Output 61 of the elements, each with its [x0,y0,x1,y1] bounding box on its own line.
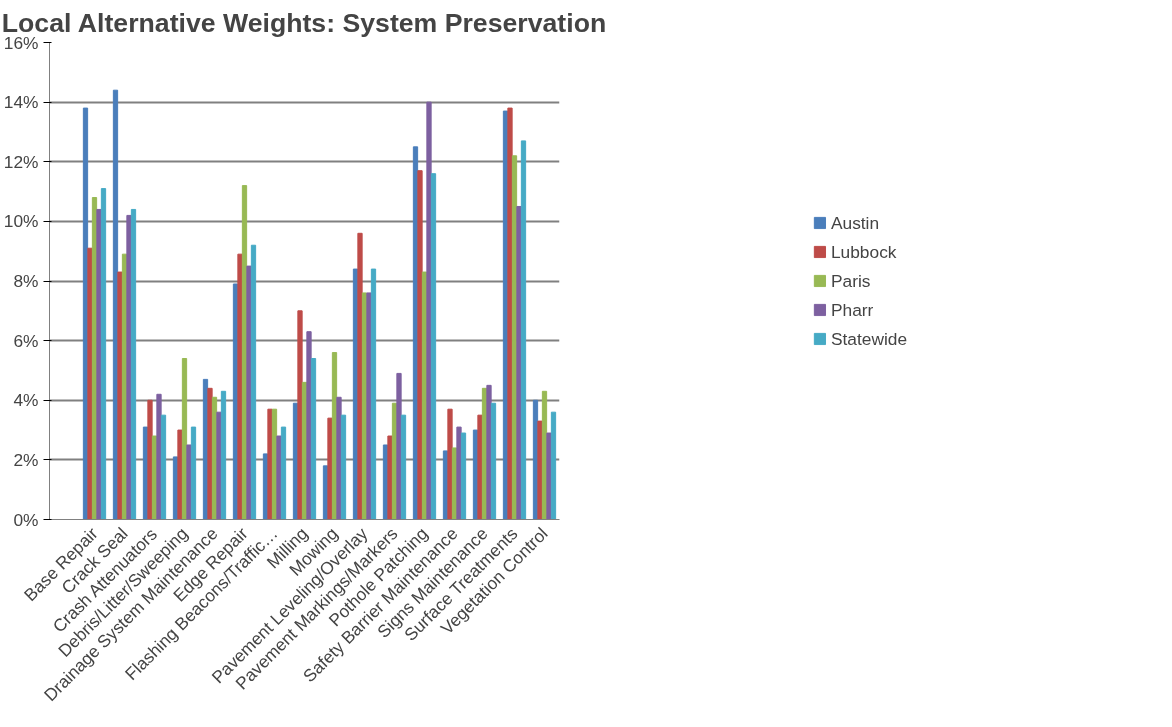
bar [126,214,132,520]
bar [87,247,93,520]
bar [117,271,123,520]
legend-label: Statewide [830,328,908,349]
bar [190,426,197,520]
bar [486,384,492,520]
bar [276,435,282,520]
bar [267,408,273,520]
bar [156,393,162,520]
bar [250,244,257,520]
bar [297,310,303,520]
y-tick-label: 0% [13,509,39,530]
bar [327,417,333,520]
bar [550,411,557,520]
bar [220,390,227,520]
bar [447,408,453,520]
y-tick-label: 12% [3,151,39,172]
legend-label: Austin [830,212,880,233]
bar [96,208,102,520]
bar [340,414,347,520]
bar [310,358,317,520]
y-tick-label: 14% [3,92,39,113]
bar [237,253,243,520]
legend-label: Pharr [830,299,874,320]
bar [160,414,167,520]
bar [216,411,222,520]
bar [177,429,183,520]
bar [417,170,423,520]
y-tick-label: 10% [3,211,39,232]
bar [460,432,467,520]
legend-label: Paris [830,270,871,291]
bar [520,140,527,520]
bar [147,399,153,520]
bar [336,396,342,520]
y-tick-label: 6% [13,330,39,351]
bar [546,432,552,520]
bar [396,372,402,520]
bar [306,331,312,520]
bar [537,420,543,520]
bar [477,414,483,520]
bar [280,426,287,520]
bar [490,402,497,520]
bar [400,414,407,520]
bar [387,435,393,520]
bar [246,265,252,520]
bar [507,107,513,520]
y-tick-label: 2% [13,449,39,470]
bar [366,292,372,520]
bar [130,208,137,520]
bar [516,205,522,520]
y-tick-label: 8% [13,271,39,291]
bar [186,444,192,520]
bar [426,101,432,520]
bar [430,173,437,520]
bar [207,387,213,520]
bar [100,188,107,520]
y-tick-label: 4% [13,390,39,411]
bar [456,426,462,520]
legend-label: Lubbock [830,241,897,262]
bar [370,268,377,520]
bar [357,232,363,520]
